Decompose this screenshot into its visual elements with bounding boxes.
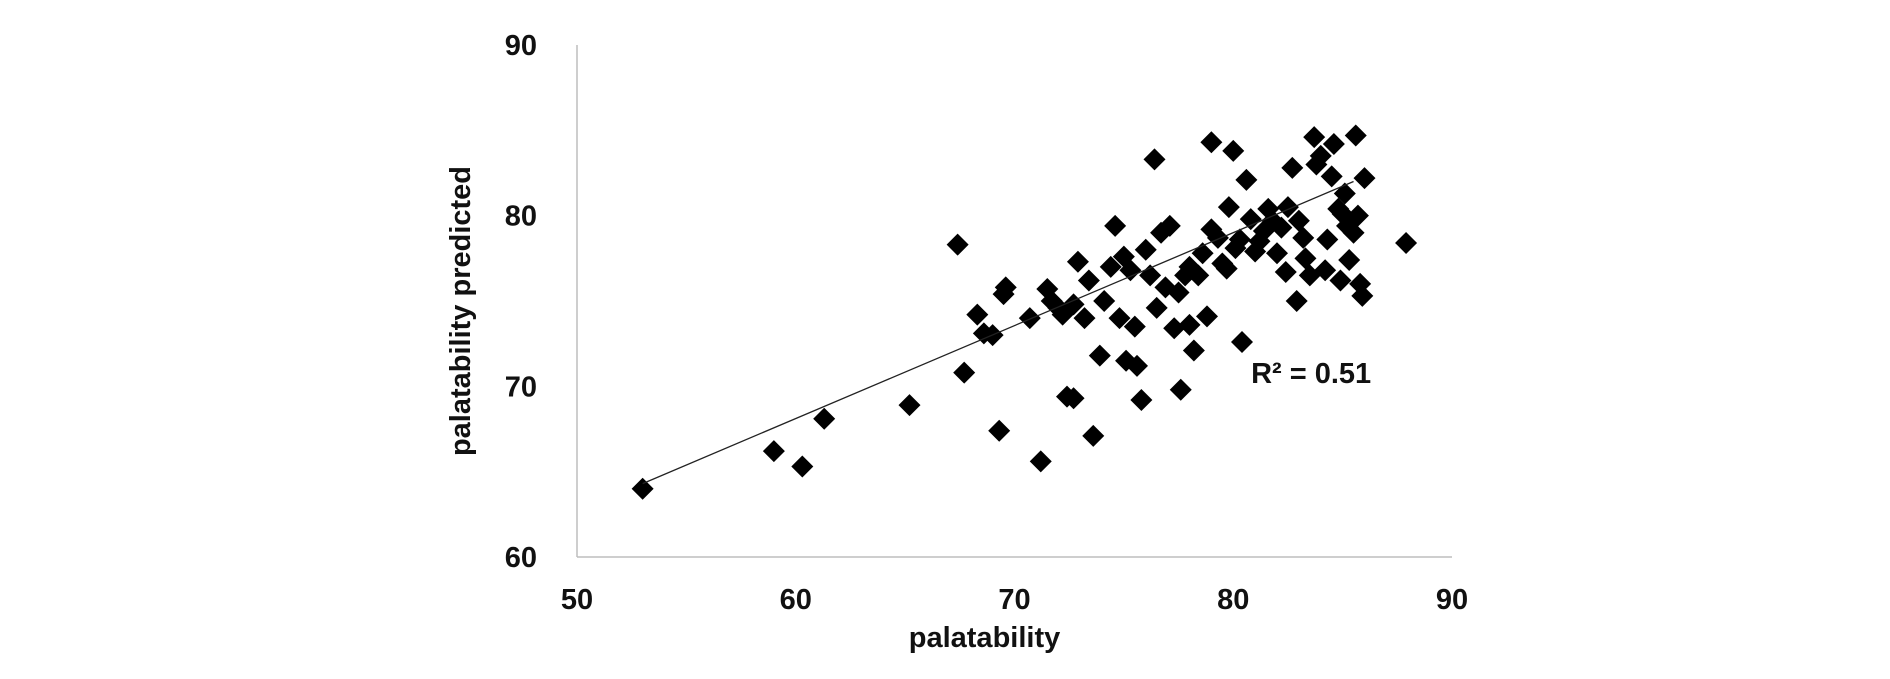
data-point — [1346, 204, 1369, 227]
data-point — [988, 419, 1011, 442]
y-tick-label: 70 — [505, 371, 537, 403]
data-point — [966, 303, 989, 326]
r-squared-annotation: R² = 0.51 — [1251, 358, 1371, 390]
data-points — [631, 124, 1418, 500]
data-point — [1353, 167, 1376, 190]
y-tick-label: 90 — [505, 30, 537, 62]
data-point — [1073, 307, 1096, 330]
data-point — [1344, 124, 1367, 147]
y-axis-title: palatability predicted — [445, 166, 477, 456]
data-point — [1029, 450, 1052, 473]
data-point — [1215, 257, 1238, 280]
data-point — [953, 361, 976, 384]
data-point — [1158, 214, 1181, 237]
data-point — [1395, 231, 1418, 254]
x-axis-title: palatability — [909, 622, 1061, 654]
data-point — [1187, 264, 1210, 287]
data-point — [1163, 317, 1186, 340]
data-point — [1077, 269, 1100, 292]
data-point — [1182, 339, 1205, 362]
y-tick-label: 60 — [505, 542, 537, 574]
data-point — [1266, 242, 1288, 265]
data-point — [1351, 284, 1374, 307]
data-point — [1145, 296, 1168, 319]
data-point — [631, 477, 654, 500]
data-point — [1099, 255, 1122, 278]
data-point — [1239, 208, 1262, 231]
data-point — [1108, 307, 1131, 330]
data-point — [1119, 259, 1142, 282]
data-point — [1292, 226, 1315, 249]
x-tick-label: 90 — [1436, 584, 1468, 616]
data-point — [1082, 424, 1105, 447]
data-point — [1178, 313, 1201, 336]
data-point — [1285, 290, 1308, 312]
data-point — [1143, 148, 1166, 171]
data-point — [1316, 228, 1339, 251]
data-point — [1329, 269, 1352, 292]
data-point — [813, 407, 836, 430]
data-point — [1338, 249, 1361, 272]
x-tick-label: 50 — [561, 584, 593, 616]
x-tick-label: 60 — [780, 584, 812, 616]
data-point — [994, 276, 1017, 299]
data-point — [1018, 307, 1041, 330]
data-point — [1217, 196, 1240, 219]
data-point — [1066, 250, 1089, 273]
data-point — [898, 394, 921, 417]
data-point — [946, 233, 969, 256]
data-point — [1322, 132, 1345, 155]
x-tick-label: 70 — [998, 584, 1030, 616]
data-point — [1126, 354, 1148, 377]
data-point — [1320, 165, 1343, 188]
trendline — [642, 180, 1354, 485]
chart-axes — [576, 45, 1452, 558]
data-point — [1206, 226, 1229, 249]
data-point — [1222, 139, 1245, 162]
data-point — [1342, 221, 1365, 244]
data-point — [1169, 378, 1192, 401]
y-tick-label: 80 — [505, 201, 537, 233]
data-point — [1276, 196, 1299, 219]
data-point — [1270, 216, 1293, 239]
data-point — [1294, 247, 1317, 270]
data-point — [1134, 238, 1157, 261]
data-point — [1314, 259, 1337, 282]
data-point — [1274, 260, 1297, 283]
data-point — [1130, 388, 1153, 411]
data-point — [1093, 290, 1116, 312]
data-point — [1062, 293, 1085, 316]
data-point — [791, 455, 814, 478]
data-point — [762, 440, 785, 463]
data-point — [1287, 209, 1310, 232]
x-tick-label: 80 — [1217, 584, 1249, 616]
data-point — [1231, 330, 1253, 353]
data-point — [1088, 344, 1111, 367]
data-point — [1104, 214, 1127, 237]
data-point — [1303, 126, 1326, 149]
y-tick-labels: 60 70 80 90 — [505, 30, 537, 574]
data-point — [1235, 168, 1258, 191]
data-point — [1167, 281, 1190, 304]
data-point — [1062, 387, 1085, 410]
data-point — [1281, 156, 1304, 179]
x-tick-labels: 50 60 70 80 90 — [561, 584, 1468, 616]
data-point — [1309, 144, 1332, 167]
data-point — [1123, 315, 1146, 338]
data-point — [1228, 228, 1251, 251]
data-point — [1196, 305, 1218, 328]
data-point — [1200, 131, 1223, 154]
